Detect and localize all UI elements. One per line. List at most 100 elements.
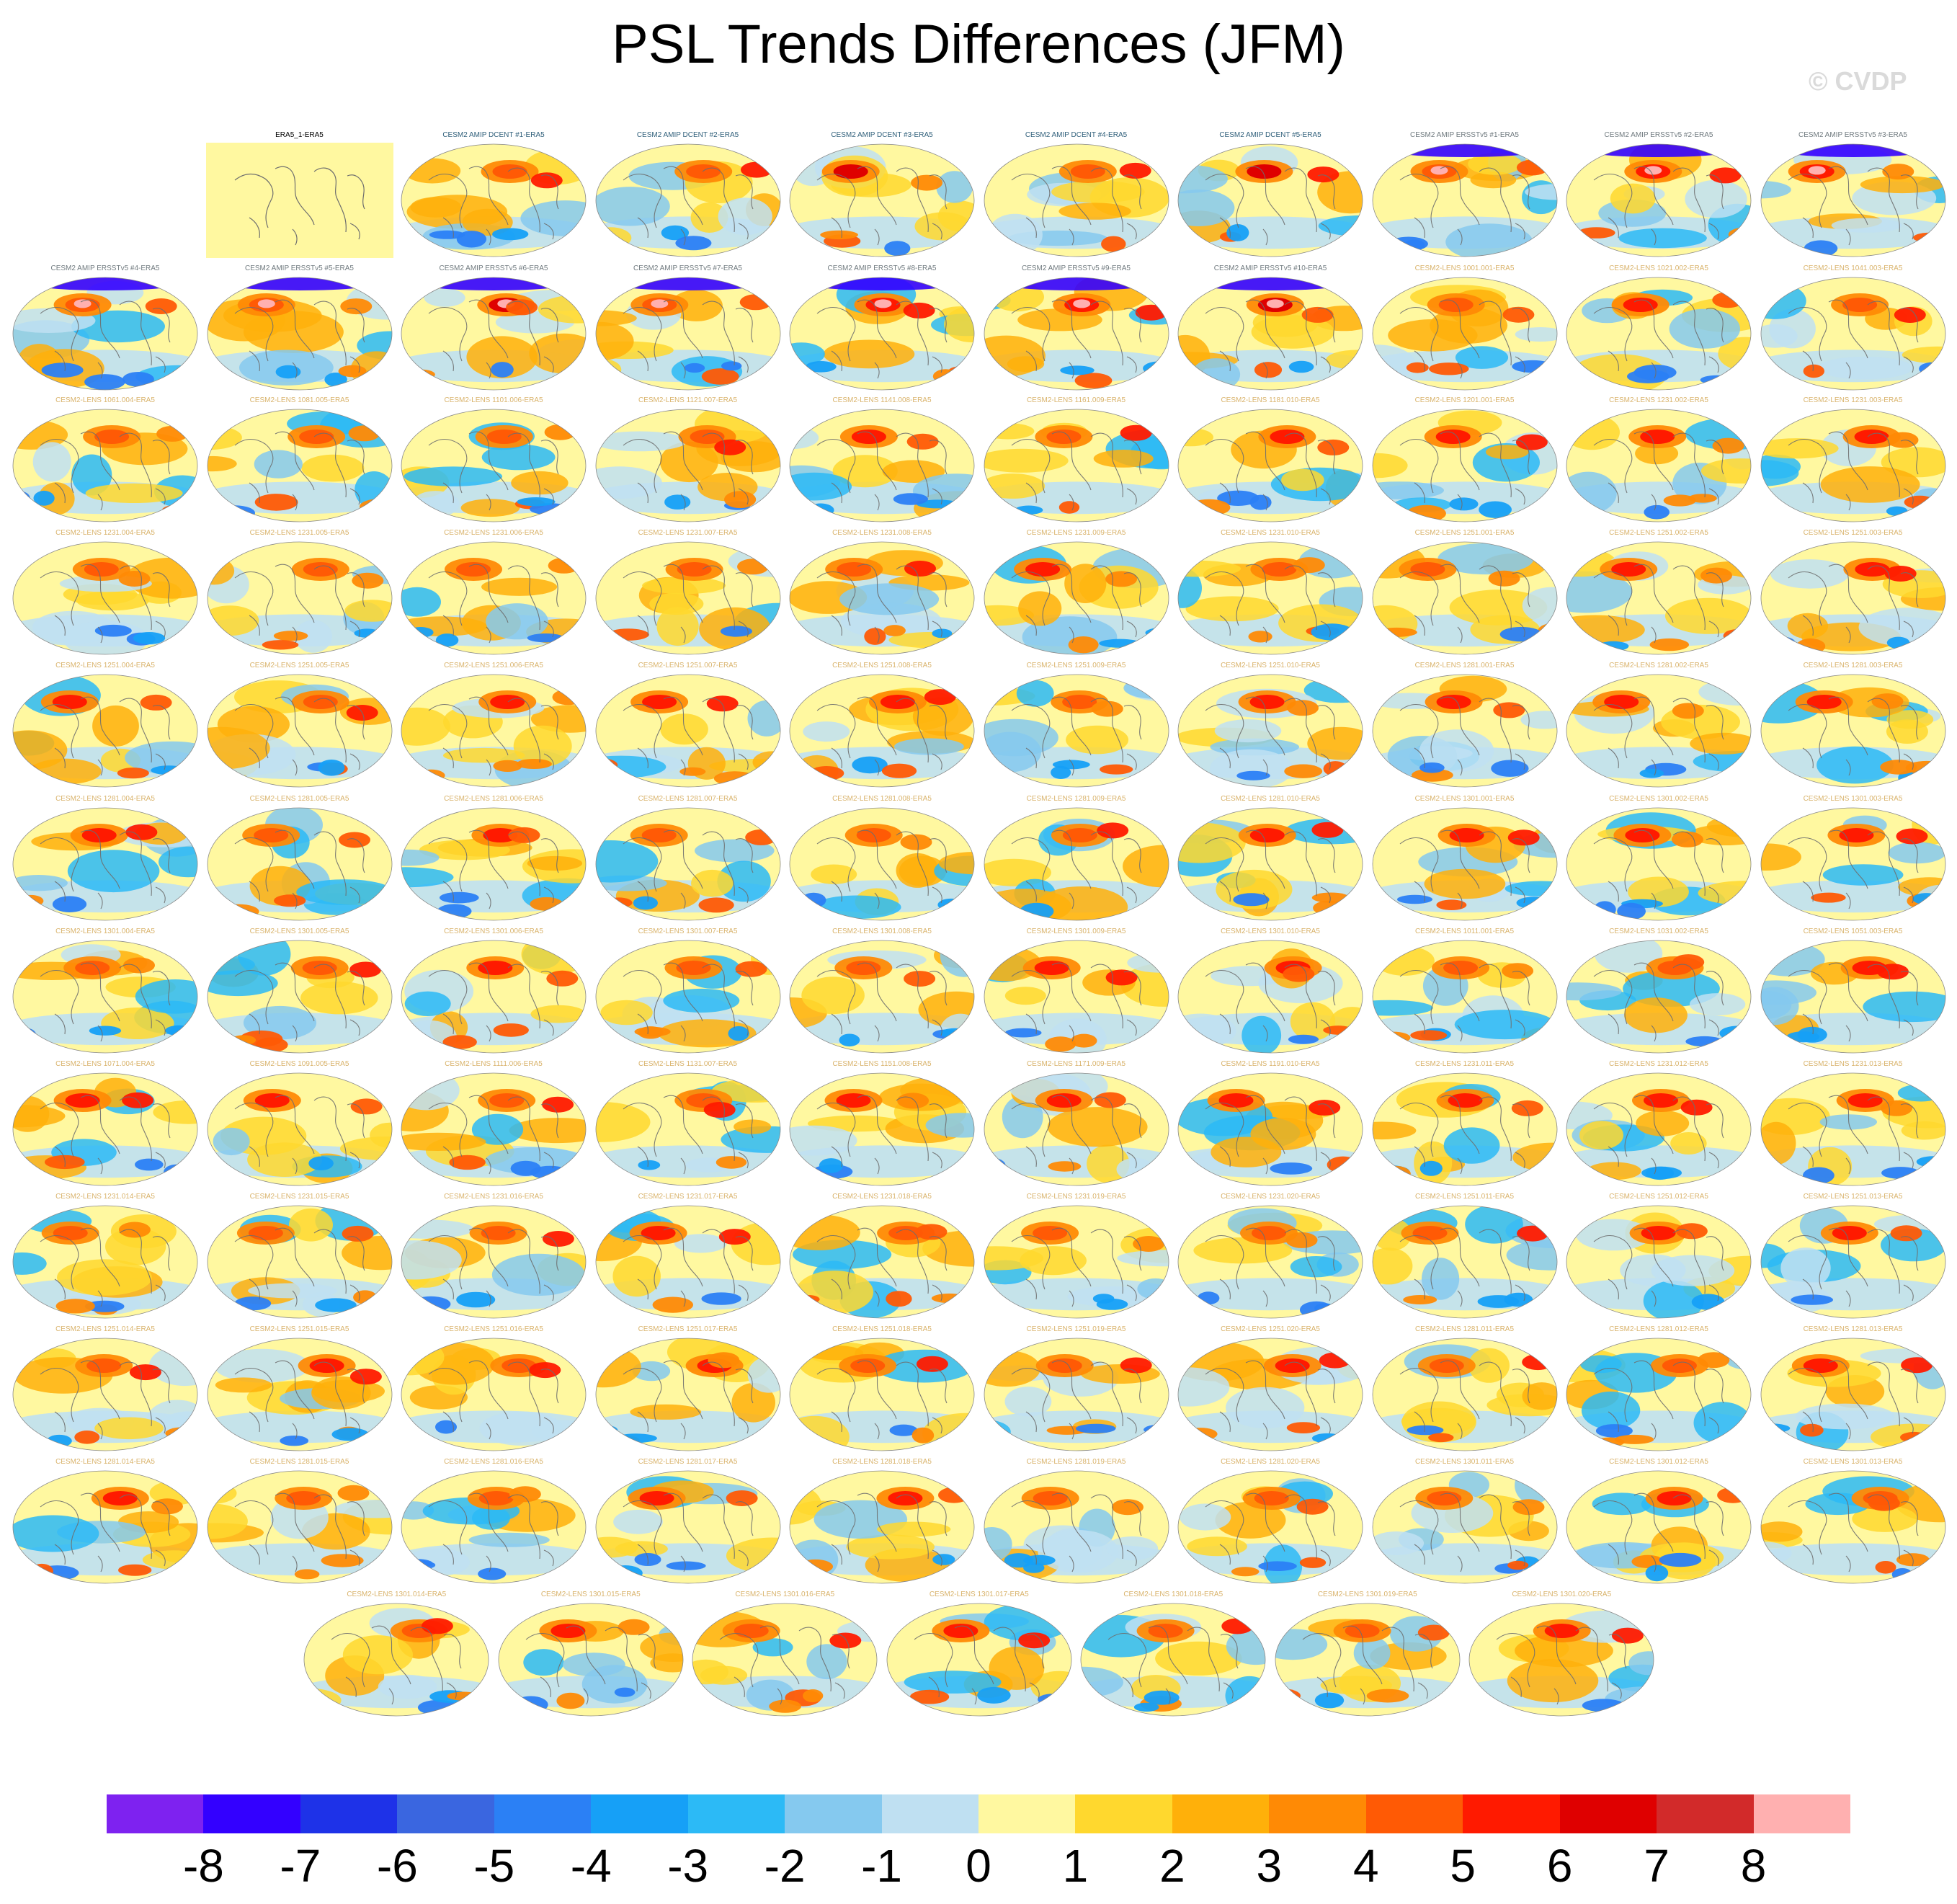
trend-map — [12, 940, 198, 1054]
trend-map — [1372, 143, 1557, 257]
map-panel-90: CESM2-LENS 1251.014-ERA5 — [10, 1325, 200, 1458]
map-panel-26: CESM2-LENS 1181.010-ERA5 — [1175, 396, 1365, 529]
panel-title: CESM2-LENS 1231.010-ERA5 — [1221, 529, 1320, 537]
map-panel-69: CESM2-LENS 1051.003-ERA5 — [1758, 927, 1948, 1060]
trend-map — [1177, 409, 1363, 522]
coastlines — [1788, 166, 1918, 246]
colorbar-tick-label: 1 — [1062, 1840, 1089, 1892]
map-panel-8: CESM2 AMIP ERSSTv5 #2-ERA5 — [1564, 131, 1754, 264]
trend-map — [12, 1338, 198, 1451]
trend-map — [1760, 409, 1945, 522]
panel-title: CESM2 AMIP ERSSTv5 #5-ERA5 — [245, 264, 354, 272]
map-panel-35-map — [984, 541, 1169, 655]
map-panel-4-map — [789, 143, 975, 257]
trend-map — [12, 277, 198, 391]
map-panel-45: CESM2-LENS 1251.009-ERA5 — [981, 662, 1172, 794]
map-panel-58: CESM2-LENS 1301.002-ERA5 — [1564, 795, 1754, 927]
coastlines — [1399, 166, 1530, 246]
panel-title: CESM2 AMIP DCENT #3-ERA5 — [831, 131, 933, 139]
panel-title: CESM2-LENS 1091.005-ERA5 — [249, 1060, 349, 1068]
map-panel-116: CESM2-LENS 1301.020-ERA5 — [1466, 1591, 1657, 1723]
panel-title: CESM2-LENS 1231.018-ERA5 — [832, 1193, 932, 1201]
panel-title: CESM2-LENS 1301.001-ERA5 — [1414, 795, 1515, 803]
trend-map — [1760, 277, 1945, 391]
map-panel-47-map — [1372, 674, 1557, 788]
map-panel-19: CESM2-LENS 1041.003-ERA5 — [1758, 264, 1948, 397]
map-panel-95: CESM2-LENS 1251.019-ERA5 — [981, 1325, 1172, 1458]
trend-map — [1566, 807, 1752, 921]
map-panel-90-map — [12, 1338, 198, 1451]
map-panel-91: CESM2-LENS 1251.015-ERA5 — [205, 1325, 395, 1458]
map-panel-64: CESM2-LENS 1301.008-ERA5 — [787, 927, 977, 1060]
trend-map — [12, 1470, 198, 1584]
trend-map — [12, 674, 198, 788]
coastlines — [623, 1095, 753, 1175]
colorbar-box — [203, 1794, 301, 1833]
map-panel-59-map — [1760, 807, 1945, 921]
trend-map — [401, 1072, 587, 1186]
colorbar-box — [397, 1794, 495, 1833]
map-panel-112: CESM2-LENS 1301.016-ERA5 — [690, 1591, 880, 1723]
coastlines — [1107, 1625, 1239, 1705]
map-panel-29-map — [1760, 409, 1945, 522]
coastlines — [1593, 696, 1724, 776]
trend-map — [1177, 807, 1363, 921]
panel-title: CESM2-LENS 1231.017-ERA5 — [638, 1193, 738, 1201]
map-panel-49-map — [1760, 674, 1945, 788]
map-panel-72: CESM2-LENS 1111.006-ERA5 — [398, 1060, 589, 1193]
map-panel-63: CESM2-LENS 1301.007-ERA5 — [593, 927, 783, 1060]
trend-map — [207, 541, 392, 655]
trend-map — [984, 143, 1169, 257]
map-panel-34-map — [789, 541, 975, 655]
map-panel-88-map — [1566, 1205, 1752, 1319]
map-panel-57-map — [1372, 807, 1557, 921]
coastlines — [428, 1095, 559, 1175]
map-panel-80-map — [12, 1205, 198, 1319]
coastlines — [623, 696, 753, 776]
map-panel-2-map — [401, 143, 587, 257]
coastlines — [1205, 1492, 1336, 1572]
map-panel-49: CESM2-LENS 1281.003-ERA5 — [1758, 662, 1948, 794]
map-panel-94: CESM2-LENS 1251.018-ERA5 — [787, 1325, 977, 1458]
colorbar-tick-label: 6 — [1546, 1840, 1573, 1892]
coastlines — [1011, 1095, 1141, 1175]
coastlines — [1011, 564, 1141, 644]
panel-title: CESM2-LENS 1281.010-ERA5 — [1221, 795, 1320, 803]
panel-title: CESM2-LENS 1281.001-ERA5 — [1414, 662, 1515, 669]
panel-title: CESM2-LENS 1251.001-ERA5 — [1414, 529, 1515, 537]
panel-title: CESM2-LENS 1231.011-ERA5 — [1414, 1060, 1515, 1068]
map-panel-98: CESM2-LENS 1281.012-ERA5 — [1564, 1325, 1754, 1458]
coastlines — [428, 829, 559, 909]
trend-map — [12, 541, 198, 655]
trend-map — [789, 940, 975, 1054]
panel-title: CESM2 AMIP DCENT #4-ERA5 — [1025, 131, 1128, 139]
trend-map — [595, 409, 780, 522]
map-panel-93: CESM2-LENS 1251.017-ERA5 — [593, 1325, 783, 1458]
trend-map — [1566, 1205, 1752, 1319]
coastlines — [1011, 962, 1141, 1042]
colorbar-tick-label: -6 — [376, 1840, 418, 1892]
panel-title: CESM2-LENS 1231.005-ERA5 — [249, 529, 349, 537]
panel-title: CESM2-LENS 1251.011-ERA5 — [1414, 1193, 1515, 1201]
panel-title: CESM2-LENS 1301.013-ERA5 — [1803, 1458, 1903, 1466]
trend-map — [595, 143, 780, 257]
coastlines — [1205, 564, 1336, 644]
panel-title: CESM2-LENS 1101.006-ERA5 — [444, 396, 543, 404]
panel-title: CESM2 AMIP ERSSTv5 #1-ERA5 — [1410, 131, 1519, 139]
coastlines — [623, 166, 753, 246]
coastlines — [623, 962, 753, 1042]
map-panel-41-map — [207, 674, 392, 788]
colorbar-tick-label: 0 — [966, 1840, 991, 1892]
panel-title: CESM2-LENS 1031.002-ERA5 — [1609, 927, 1708, 935]
coastlines — [1399, 1227, 1530, 1307]
panel-title: CESM2-LENS 1301.016-ERA5 — [735, 1591, 835, 1598]
map-panel-107-map — [1372, 1470, 1557, 1584]
map-panel-44-map — [789, 674, 975, 788]
panel-title: CESM2-LENS 1281.020-ERA5 — [1221, 1458, 1320, 1466]
map-panel-99: CESM2-LENS 1281.013-ERA5 — [1758, 1325, 1948, 1458]
coastlines — [40, 962, 171, 1042]
map-panel-60: CESM2-LENS 1301.004-ERA5 — [10, 927, 200, 1060]
coastlines — [1593, 1492, 1724, 1572]
map-panel-91-map — [207, 1338, 392, 1451]
map-panel-95-map — [984, 1338, 1169, 1451]
